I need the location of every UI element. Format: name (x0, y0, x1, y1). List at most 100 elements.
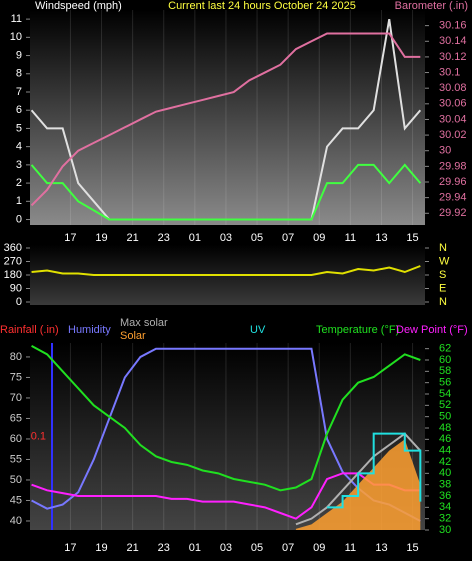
line (31, 347, 421, 522)
line (30, 163, 422, 221)
rain-axis-label: Rainfall (.in) (0, 324, 59, 336)
y-tick-label: 9 (16, 49, 22, 61)
x-tick-label: 13 (375, 232, 387, 244)
y-tick-label: 70 (10, 392, 22, 404)
legend-entry: Dew Point (°F) (396, 324, 468, 336)
line (31, 265, 421, 276)
y2-tick-label: 30.06 (439, 98, 467, 110)
x-tick-label: 11 (345, 542, 356, 554)
y2-tick-label: 42 (439, 456, 451, 468)
x-tick-label: 03 (220, 542, 232, 554)
y2-tick-label: 30.04 (439, 113, 467, 125)
x-tick-label: 19 (95, 542, 107, 554)
y2-tick-label: 30 (439, 145, 451, 157)
y2-tick-label: 30.12 (439, 51, 467, 63)
y-tick-label: 270 (4, 255, 22, 267)
x-tick-label: 23 (158, 542, 170, 554)
y2-tick-label: 48 (439, 422, 451, 434)
legend-entry: UV (250, 324, 266, 336)
y-tick-label: 50 (10, 474, 22, 486)
y2-tick-label: 38 (439, 479, 451, 491)
chart-title: Current last 24 hours October 24 2025 (168, 0, 356, 12)
y2-tick-label: E (439, 282, 446, 294)
y2-tick-label: 36 (439, 490, 451, 502)
y2-tick-label: 50 (439, 411, 451, 423)
y2-tick-label: 30.16 (439, 20, 467, 32)
y2-tick-label: 30.14 (439, 35, 467, 47)
legend-entry: Max solar (120, 317, 168, 329)
x-tick-label: 23 (158, 232, 170, 244)
y2-tick-label: 46 (439, 433, 451, 445)
y2-tick-label: W (439, 255, 450, 267)
y-tick-label: 8 (16, 68, 22, 80)
y-tick-label: 2 (16, 177, 22, 189)
x-tick-label: 09 (313, 232, 325, 244)
y-tick-label: 10 (10, 31, 22, 43)
y2-tick-label: N (439, 242, 447, 254)
x-tick-label: 13 (375, 542, 387, 554)
y-tick-label: 11 (11, 13, 22, 25)
panel-wind (30, 10, 425, 225)
y2-tick-label: 62 (439, 343, 451, 355)
y-tick-label: 1 (16, 195, 22, 207)
x-tick-label: 11 (345, 232, 356, 244)
y-tick-label: 80 (10, 351, 22, 363)
x-tick-label: 07 (282, 542, 294, 554)
line (31, 472, 421, 520)
y2-tick-label: 30.1 (439, 66, 460, 78)
y-tick-label: 65 (10, 412, 22, 424)
y2-tick-label: 40 (439, 467, 451, 479)
y-tick-label: 360 (4, 242, 22, 254)
x-tick-label: 21 (127, 542, 139, 554)
y-tick-label: 40 (10, 515, 22, 527)
x-tick-label: 19 (95, 232, 107, 244)
x-tick-label: 21 (127, 232, 139, 244)
line (30, 32, 421, 207)
x-tick-label: 15 (406, 542, 418, 554)
x-tick-label: 05 (251, 542, 263, 554)
y2-tick-label: 29.92 (439, 207, 467, 219)
y2-tick-label: 52 (439, 399, 451, 411)
y-tick-label: 45 (10, 494, 22, 506)
y-tick-label: 55 (10, 453, 22, 465)
legend-entry: Humidity (68, 324, 111, 336)
y2-tick-label: 30.08 (439, 82, 467, 94)
y2-tick-label: 44 (439, 445, 451, 457)
barometer-axis-label: Barometer (.in) (395, 0, 468, 12)
y2-tick-label: 60 (439, 354, 451, 366)
rain-tick-label: 0.1 (31, 430, 46, 442)
y2-tick-label: 58 (439, 365, 451, 377)
y2-tick-label: 29.98 (439, 160, 467, 172)
y2-tick-label: 34 (439, 501, 451, 513)
x-tick-label: 01 (189, 232, 201, 244)
line (31, 344, 421, 492)
x-tick-label: 17 (64, 232, 76, 244)
wind-axis-label: Windspeed (mph) (35, 0, 122, 12)
x-tick-label: 09 (313, 542, 325, 554)
y-tick-label: 0 (16, 296, 22, 308)
y2-tick-label: N (439, 296, 447, 308)
y2-tick-label: S (439, 269, 446, 281)
x-tick-label: 15 (406, 232, 418, 244)
y-tick-label: 180 (4, 269, 22, 281)
y2-tick-label: 29.96 (439, 176, 467, 188)
y-tick-label: 75 (10, 371, 22, 383)
y-tick-label: 6 (16, 104, 22, 116)
y2-tick-label: 32 (439, 513, 451, 525)
y-tick-label: 3 (16, 159, 22, 171)
legend-entry: Temperature (°F) (316, 324, 399, 336)
x-tick-label: 03 (220, 232, 232, 244)
y-tick-label: 0 (16, 213, 22, 225)
y-tick-label: 90 (10, 282, 22, 294)
y-tick-label: 4 (16, 141, 22, 153)
y2-tick-label: 56 (439, 377, 451, 389)
x-tick-label: 05 (251, 232, 263, 244)
y2-tick-label: 30.02 (439, 129, 467, 141)
x-tick-label: 17 (64, 542, 76, 554)
x-tick-label: 07 (282, 232, 294, 244)
x-tick-label: 01 (189, 542, 201, 554)
y-tick-label: 60 (10, 433, 22, 445)
y2-tick-label: 30 (439, 524, 451, 536)
legend-entry: Solar (120, 330, 146, 342)
